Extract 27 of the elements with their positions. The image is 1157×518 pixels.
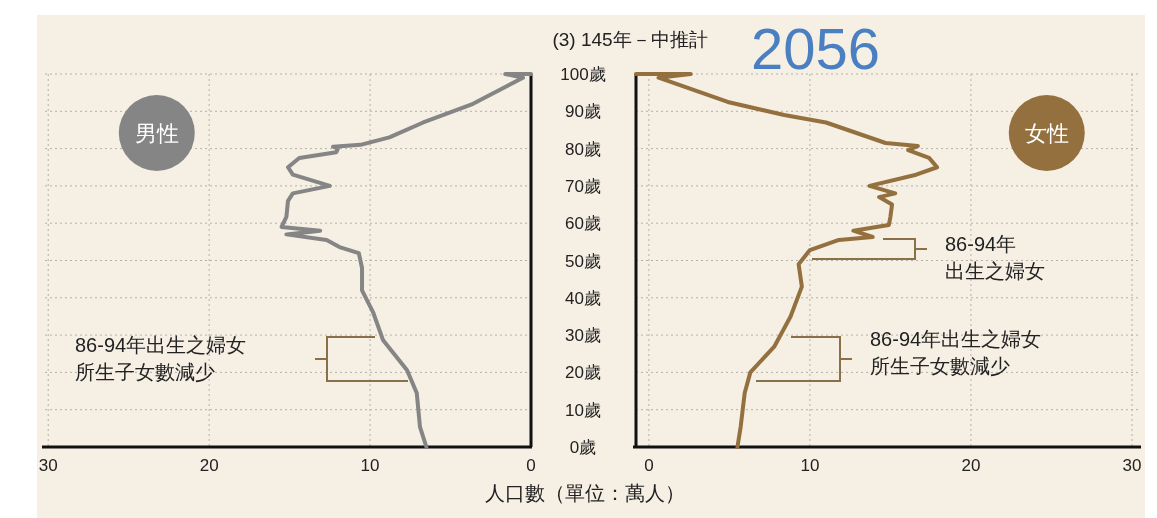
x-tick-label: 0 xyxy=(526,456,536,475)
y-tick-label: 70歲 xyxy=(565,176,601,196)
x-tick-label: 30 xyxy=(38,456,58,475)
x-tick-label: 20 xyxy=(961,456,981,475)
y-tick-label: 80歲 xyxy=(565,139,601,159)
annotation: 86-94年出生之婦女 xyxy=(945,233,1045,282)
annotation: 86-94年出生之婦女所生子女數減少 xyxy=(870,328,1042,377)
chart-subtitle: 2056 xyxy=(751,16,881,81)
annotation: 86-94年出生之婦女所生子女數減少 xyxy=(75,334,247,383)
y-tick-label: 50歲 xyxy=(565,251,601,271)
y-tick-label: 60歲 xyxy=(565,214,601,234)
y-tick-label: 90歲 xyxy=(565,102,601,122)
x-tick-label: 0 xyxy=(644,456,654,475)
x-axis-title: 人口數（單位：萬人） xyxy=(485,482,685,504)
y-tick-label: 100歲 xyxy=(560,65,606,84)
y-tick-label: 10歲 xyxy=(565,400,601,420)
x-tick-label: 30 xyxy=(1122,456,1142,475)
y-tick-label: 20歲 xyxy=(565,363,601,383)
y-tick-label: 40歲 xyxy=(565,288,601,308)
x-tick-label: 20 xyxy=(199,456,219,475)
x-tick-label: 10 xyxy=(800,456,820,475)
y-tick-label: 30歲 xyxy=(565,326,601,346)
text: 男性 xyxy=(134,121,179,146)
text: 女性 xyxy=(1024,121,1069,146)
chart-title: (3) 145年－中推計 xyxy=(552,29,708,50)
x-tick-label: 10 xyxy=(360,456,380,475)
y-tick-label: 0歲 xyxy=(569,438,597,457)
